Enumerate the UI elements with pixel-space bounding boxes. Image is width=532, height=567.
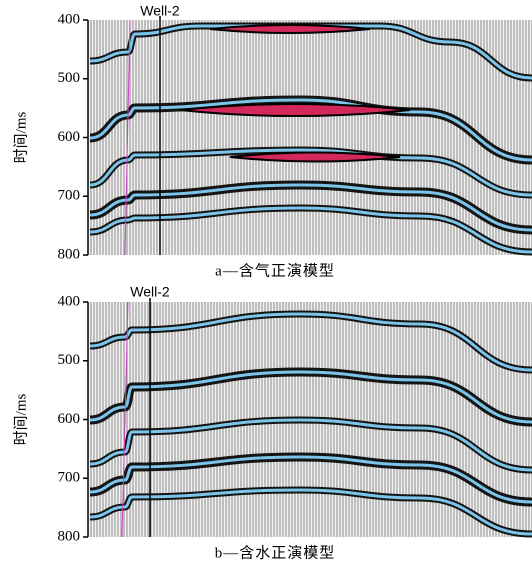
y-tick-label: 700 (58, 470, 81, 486)
y-axis-label: 时间/ms (12, 394, 29, 446)
y-axis-label: 时间/ms (12, 112, 29, 164)
y-tick-label: 400 (58, 11, 81, 27)
horizon (89, 148, 532, 197)
horizon (89, 183, 532, 232)
caption: a—含气正演模型 (215, 262, 335, 279)
y-tick-label: 600 (58, 411, 81, 427)
y-tick-label: 600 (58, 129, 81, 145)
y-tick-label: 400 (58, 293, 81, 309)
pink-trace (121, 301, 129, 538)
y-tick-label: 500 (58, 70, 81, 86)
horizon (89, 488, 532, 536)
gas-lens (229, 151, 401, 163)
caption: b—含水正演模型 (215, 544, 336, 561)
well-label: Well-2 (130, 284, 170, 300)
horizon (89, 206, 532, 254)
pink-trace (124, 19, 131, 256)
y-tick-label: 800 (58, 528, 81, 544)
y-tick-label: 700 (58, 188, 81, 204)
horizon (89, 312, 532, 372)
gas-lens (179, 103, 411, 117)
horizon (89, 418, 532, 472)
well-label: Well-2 (140, 3, 180, 19)
horizon (89, 455, 532, 504)
y-tick-label: 800 (58, 246, 81, 262)
y-tick-label: 500 (58, 352, 81, 368)
gas-lens (209, 24, 371, 34)
